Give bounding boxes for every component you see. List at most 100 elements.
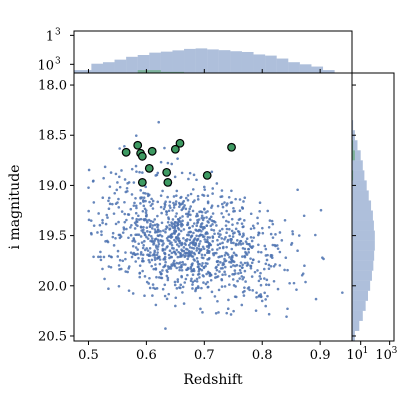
- scatter-point: [150, 234, 153, 238]
- scatter-point: [118, 236, 122, 240]
- scatter-point: [108, 202, 112, 206]
- scatter-point: [226, 307, 230, 311]
- highlight-point: [162, 167, 172, 177]
- right-hist-bar-all: [352, 160, 363, 171]
- scatter-point: [135, 170, 138, 173]
- y-tick-label: 19.5: [38, 229, 67, 244]
- scatter-point: [134, 196, 137, 200]
- scatter-point: [172, 201, 175, 205]
- scatter-point: [116, 181, 119, 184]
- scatter-point: [217, 232, 220, 235]
- scatter-point: [175, 194, 178, 197]
- scatter-point: [216, 238, 219, 242]
- top-hist-bar-all: [137, 54, 150, 73]
- scatter-point: [184, 277, 188, 281]
- scatter-point: [245, 253, 249, 256]
- scatter-point: [210, 170, 214, 174]
- scatter-point: [274, 233, 277, 236]
- scatter-point: [90, 232, 93, 236]
- scatter-point: [159, 272, 163, 276]
- scatter-point: [230, 247, 234, 251]
- scatter-point: [175, 224, 179, 228]
- scatter-point: [170, 241, 173, 244]
- scatter-point: [124, 257, 127, 261]
- scatter-point: [183, 251, 187, 255]
- scatter-point: [181, 291, 184, 294]
- scatter-point: [252, 226, 256, 230]
- scatter-point: [153, 256, 157, 259]
- scatter-point: [202, 281, 205, 284]
- top-hist-bar-all: [311, 66, 324, 73]
- scatter-point: [105, 213, 109, 217]
- scatter-point: [156, 214, 159, 218]
- scatter-point: [133, 227, 137, 230]
- scatter-point: [234, 253, 237, 257]
- scatter-point: [187, 213, 191, 216]
- scatter-point: [148, 276, 151, 280]
- scatter-point: [101, 196, 105, 199]
- right-hist-bar-all: [352, 180, 367, 191]
- scatter-point: [211, 235, 215, 238]
- scatter-point: [217, 288, 221, 292]
- scatter-point: [218, 242, 222, 246]
- scatter-point: [228, 227, 231, 231]
- scatter-point: [237, 218, 241, 221]
- scatter-point: [165, 269, 168, 272]
- scatter-point: [165, 246, 169, 249]
- scatter-point: [202, 274, 205, 278]
- scatter-point: [199, 239, 202, 243]
- scatter-point: [124, 270, 127, 273]
- scatter-point: [170, 264, 173, 268]
- scatter-point: [229, 313, 233, 316]
- highlight-point: [175, 138, 185, 148]
- scatter-point: [150, 258, 154, 262]
- scatter-point: [191, 200, 195, 204]
- scatter-point: [201, 227, 205, 231]
- scatter-point: [179, 195, 183, 199]
- scatter-point: [190, 246, 194, 250]
- scatter-point: [170, 255, 174, 259]
- scatter-point: [170, 222, 174, 226]
- scatter-point: [92, 201, 96, 204]
- scatter-point: [134, 211, 138, 215]
- scatter-point: [181, 285, 185, 289]
- scatter-point: [111, 231, 115, 235]
- scatter-point: [147, 258, 151, 262]
- scatter-point: [181, 219, 184, 223]
- top-hist-bar-all: [241, 51, 254, 73]
- scatter-point: [158, 258, 162, 261]
- scatter-point: [163, 294, 167, 298]
- scatter-point: [153, 239, 156, 243]
- scatter-point: [199, 225, 202, 228]
- top-hist-bar-all: [299, 64, 312, 73]
- scatter-point: [116, 249, 120, 253]
- scatter-point: [274, 263, 277, 266]
- scatter-point: [167, 292, 171, 296]
- scatter-point: [143, 233, 147, 236]
- scatter-point: [168, 223, 171, 227]
- scatter-point: [175, 212, 178, 215]
- scatter-point: [226, 238, 230, 242]
- scatter-point: [197, 244, 201, 248]
- scatter-point: [276, 247, 280, 250]
- scatter-point: [221, 273, 224, 277]
- scatter-point: [206, 280, 209, 284]
- scatter-point: [200, 210, 204, 214]
- scatter-point: [247, 247, 251, 251]
- scatter-point: [137, 233, 141, 237]
- scatter-point: [264, 262, 268, 266]
- scatter-point: [231, 278, 235, 281]
- scatter-point: [249, 257, 252, 260]
- scatter-point: [263, 277, 266, 280]
- scatter-point: [137, 242, 140, 246]
- scatter-point: [236, 221, 239, 225]
- scatter-point: [150, 197, 153, 201]
- scatter-point: [215, 182, 219, 185]
- scatter-point: [139, 251, 143, 254]
- scatter-point: [160, 211, 163, 215]
- scatter-point: [220, 189, 224, 192]
- scatter-point: [231, 273, 234, 276]
- scatter-point: [141, 257, 144, 260]
- scatter-point: [263, 291, 266, 295]
- y-axis-ticks: 18.0 18.5 19.0 19.5 20.0 20.5: [38, 79, 74, 344]
